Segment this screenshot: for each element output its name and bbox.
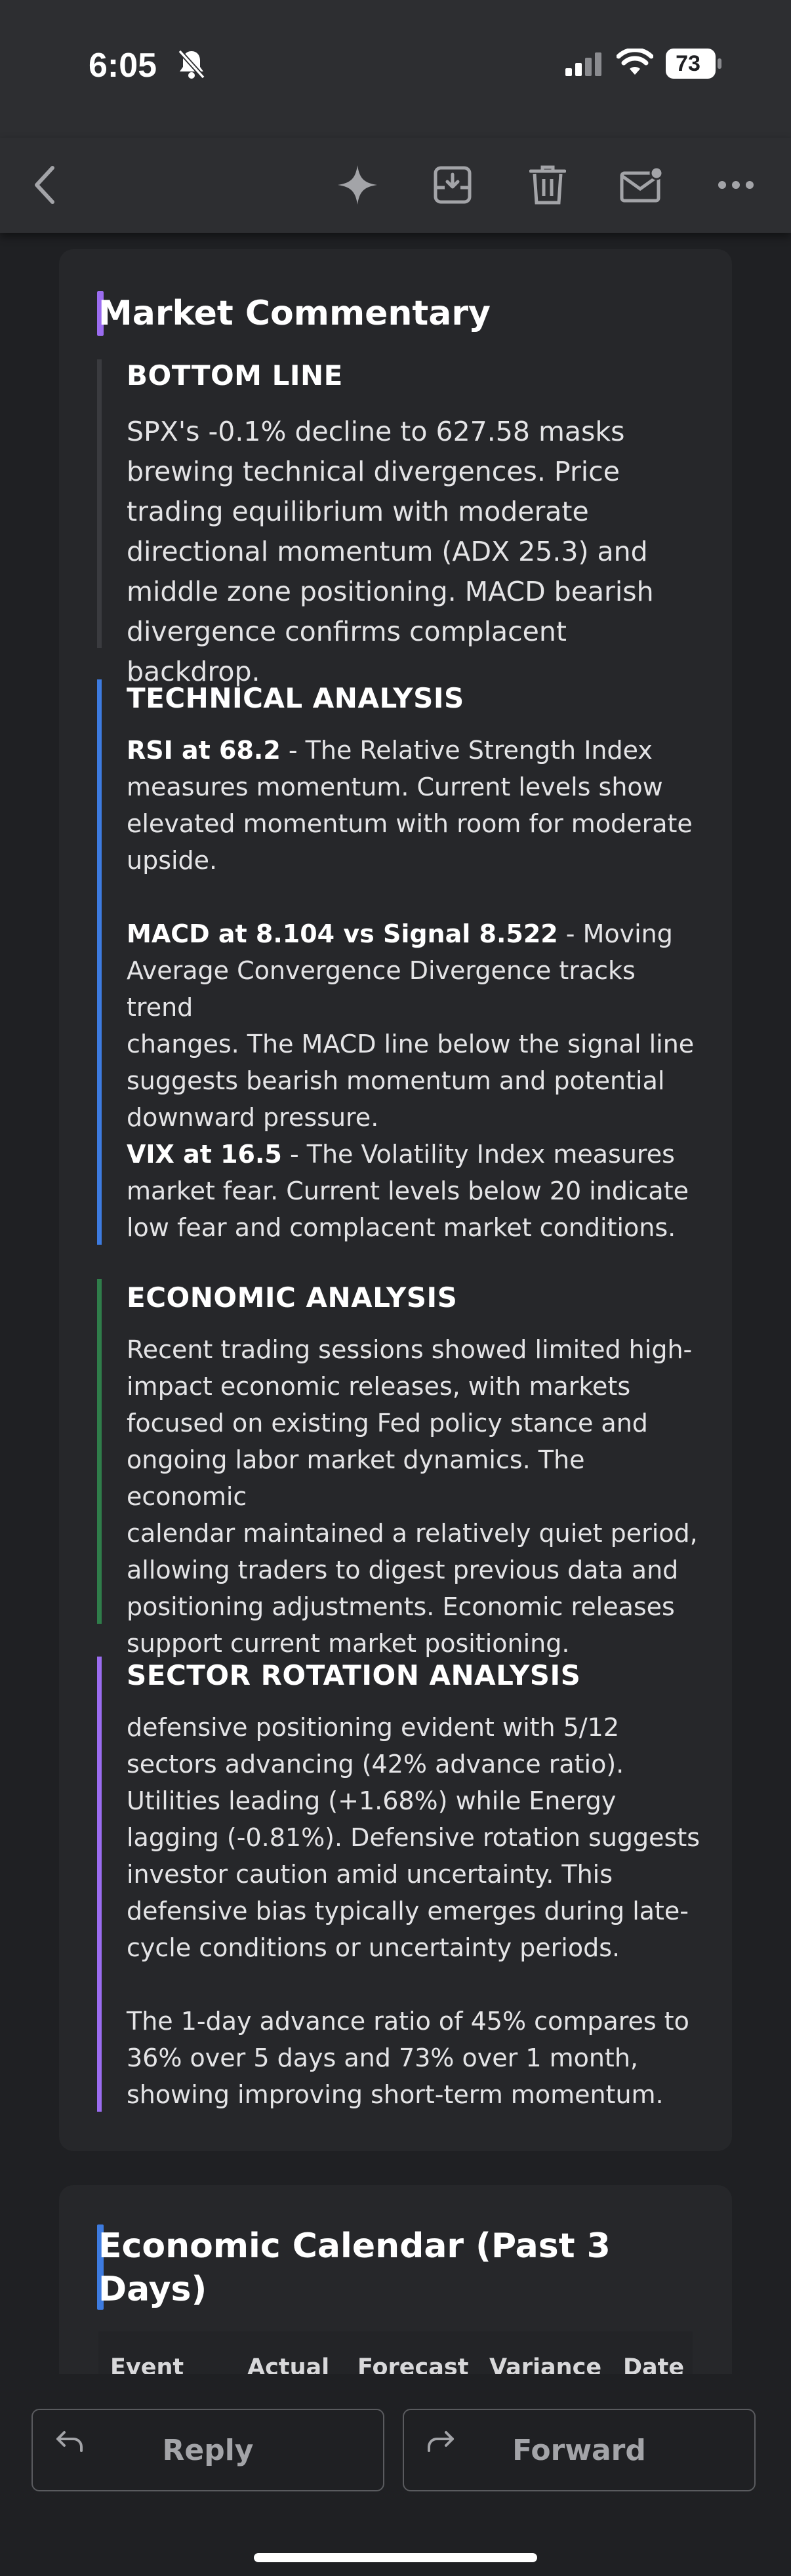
status-bar: 6:05 73	[0, 0, 791, 138]
trash-icon	[529, 165, 566, 205]
chevron-left-icon	[35, 166, 54, 204]
more-horizontal-icon	[718, 181, 754, 189]
forward-icon	[428, 2431, 454, 2452]
economic-text: Recent trading sessions showed limited h…	[127, 1335, 698, 1658]
bottom-line-heading: BOTTOM LINE	[127, 359, 343, 392]
technical-accent	[97, 679, 102, 1245]
forward-label: Forward	[512, 2434, 646, 2467]
macd-paragraph: MACD at 8.104 vs Signal 8.522 - Moving A…	[127, 919, 695, 1132]
reply-button[interactable]: Reply	[31, 2409, 384, 2491]
wifi-icon	[617, 49, 653, 75]
mail-unread-icon	[620, 167, 663, 203]
battery-level: 73	[676, 51, 700, 76]
delete-button[interactable]	[521, 159, 574, 211]
more-button[interactable]	[710, 159, 762, 211]
vix-paragraph: VIX at 16.5 - The Volatility Index measu…	[127, 1140, 689, 1242]
title-accent-bar	[97, 291, 104, 336]
bell-slash-icon	[178, 49, 205, 79]
calendar-accent-bar	[97, 2224, 104, 2310]
advance-ratio-text: The 1-day advance ratio of 45% compares …	[127, 2007, 689, 2109]
mark-unread-button[interactable]	[615, 159, 668, 211]
archive-button[interactable]	[426, 159, 479, 211]
economic-accent	[97, 1279, 102, 1624]
reply-label: Reply	[162, 2434, 254, 2467]
archive-icon	[434, 166, 472, 204]
back-button[interactable]	[18, 159, 71, 211]
sparkle-icon	[338, 165, 377, 205]
sector-heading: SECTOR ROTATION ANALYSIS	[127, 1659, 581, 1691]
reply-icon	[56, 2431, 83, 2452]
bottom-line-text: SPX's -0.1% decline to 627.58 masks brew…	[127, 416, 654, 687]
calendar-title: Economic Calendar (Past 3 Days)	[98, 2226, 611, 2309]
market-commentary-card	[59, 249, 732, 2151]
sector-text: defensive positioning evident with 5/12 …	[127, 1713, 700, 1962]
rsi-paragraph: RSI at 68.2 - The Relative Strength Inde…	[127, 736, 693, 875]
email-toolbar	[0, 138, 791, 233]
status-time: 6:05	[89, 47, 157, 85]
technical-heading: TECHNICAL ANALYSIS	[127, 682, 464, 714]
economic-heading: ECONOMIC ANALYSIS	[127, 1281, 458, 1314]
cellular-signal-icon	[565, 52, 601, 76]
page-title: Market Commentary	[98, 294, 491, 333]
battery-icon	[666, 49, 721, 79]
forward-button[interactable]: Forward	[403, 2409, 756, 2491]
sparkle-button[interactable]	[331, 159, 384, 211]
bottom-line-accent	[97, 359, 102, 648]
sector-accent	[97, 1657, 102, 2112]
home-indicator[interactable]	[254, 2553, 537, 2562]
